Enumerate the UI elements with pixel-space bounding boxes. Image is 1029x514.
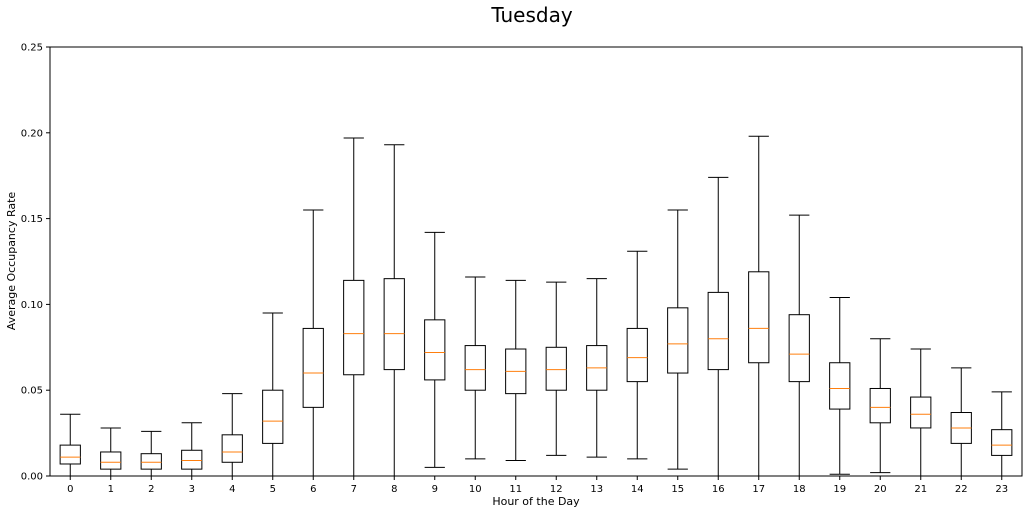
x-tick-label: 6 (310, 484, 316, 495)
y-tick-label: 0.20 (21, 128, 43, 139)
x-tick-label: 18 (793, 484, 806, 495)
box (545, 346, 567, 391)
x-tick-label: 5 (270, 484, 276, 495)
box (59, 444, 81, 465)
x-tick-label: 12 (550, 484, 563, 495)
box (788, 314, 810, 383)
box (424, 319, 446, 381)
x-tick-label: 3 (189, 484, 195, 495)
y-tick-label: 0.05 (21, 386, 43, 397)
box (302, 327, 324, 408)
plot-frame (49, 46, 1023, 477)
box (829, 362, 851, 410)
x-tick-label: 13 (590, 484, 603, 495)
box (383, 278, 405, 371)
box (748, 271, 770, 364)
x-tick-label: 1 (108, 484, 114, 495)
box (667, 307, 689, 374)
box (910, 396, 932, 429)
x-tick-label: 10 (469, 484, 482, 495)
x-tick-label: 17 (752, 484, 765, 495)
x-tick-label: 19 (833, 484, 846, 495)
box (140, 453, 162, 470)
x-tick-label: 14 (631, 484, 644, 495)
x-tick-label: 22 (955, 484, 968, 495)
x-tick-label: 9 (432, 484, 438, 495)
x-tick-label: 23 (995, 484, 1008, 495)
x-tick-label: 7 (351, 484, 357, 495)
y-tick-label: 0.00 (21, 472, 43, 483)
x-tick-label: 15 (671, 484, 684, 495)
box (707, 291, 729, 371)
x-tick-label: 11 (509, 484, 522, 495)
y-tick-label: 0.15 (21, 214, 43, 225)
box (626, 327, 648, 383)
box (343, 279, 365, 376)
y-tick-label: 0.25 (21, 43, 43, 54)
x-tick-label: 0 (67, 484, 73, 495)
x-tick-label: 2 (148, 484, 154, 495)
box (991, 429, 1013, 456)
box (181, 449, 203, 470)
x-axis-label: Hour of the Day (492, 495, 580, 508)
x-tick-label: 21 (914, 484, 927, 495)
x-tick-label: 16 (712, 484, 725, 495)
y-tick-label: 0.10 (21, 300, 43, 311)
box (221, 434, 243, 463)
box (100, 451, 122, 470)
x-tick-label: 8 (391, 484, 397, 495)
y-axis-label: Average Occupancy Rate (5, 192, 18, 331)
box (262, 389, 284, 444)
x-tick-label: 4 (229, 484, 235, 495)
box (464, 345, 486, 391)
chart-title: Tuesday (490, 3, 573, 27)
x-tick-label: 20 (874, 484, 887, 495)
box (869, 387, 891, 424)
plot-area: 0.000.050.100.150.200.250 1 2 3 4 5 6 7 8 9 10 11 12… (21, 43, 1023, 495)
